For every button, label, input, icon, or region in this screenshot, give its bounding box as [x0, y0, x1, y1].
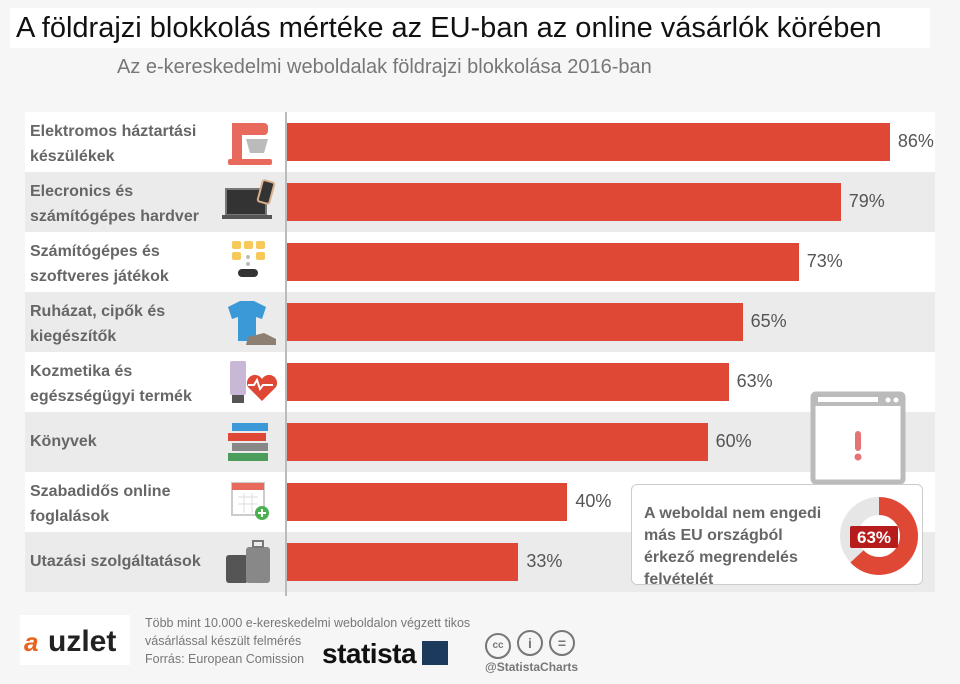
- callout-text: A weboldal nem engedi más EU országból é…: [644, 505, 822, 588]
- donut-chart: 63%: [840, 497, 918, 575]
- by-icon: i: [517, 630, 543, 656]
- bar: [287, 123, 890, 161]
- statista-logo: statista: [322, 638, 449, 670]
- bar: [287, 303, 743, 341]
- bar: [287, 543, 519, 581]
- gamepad-icon: [232, 241, 265, 277]
- bar: [287, 423, 708, 461]
- note-line-2: vásárlással készült felmérés: [145, 634, 302, 648]
- cc-icon: cc: [485, 633, 511, 659]
- value-label: 86%: [897, 131, 934, 151]
- value-label: 33%: [526, 551, 563, 571]
- nd-icon: =: [549, 630, 575, 656]
- statista-wordmark: statista: [322, 638, 417, 669]
- category-label: Elektromos háztartási készülékek: [30, 123, 197, 165]
- value-label: 79%: [848, 191, 885, 211]
- stand-mixer-icon: [228, 123, 272, 165]
- statista-handle: @StatistaCharts: [485, 660, 579, 674]
- category-label: Elecronics és számítógépes hardver: [30, 183, 199, 225]
- bar: [287, 363, 729, 401]
- shirt-shoe-icon: [228, 301, 276, 345]
- value-label: 73%: [806, 251, 843, 271]
- cosmetics-heart-icon: [230, 361, 278, 403]
- books-icon: [228, 423, 268, 461]
- luggage-icon: [226, 540, 270, 583]
- value-label: 65%: [750, 311, 787, 331]
- category-label: Számítógépes és szoftveres játékok: [30, 243, 169, 285]
- axis-line: [285, 112, 287, 596]
- category-label: Utazási szolgáltatások: [30, 553, 201, 570]
- donut-label: 63%: [857, 528, 891, 547]
- chart-title: A földrajzi blokkolás mértéke az EU-ban …: [10, 8, 930, 48]
- browser-warning-icon: [810, 391, 906, 485]
- note-line-1: Több mint 10.000 e-kereskedelmi weboldal…: [145, 616, 471, 630]
- category-label: Kozmetika és egészségügyi termék: [30, 363, 192, 405]
- calendar-add-icon: [231, 482, 269, 520]
- laptop-phone-icon: [222, 179, 276, 219]
- bar: [287, 243, 799, 281]
- value-label: 40%: [575, 491, 612, 511]
- callout-box: A weboldal nem engedi más EU országból é…: [631, 484, 923, 588]
- value-label: 60%: [715, 431, 752, 451]
- footer-note: Több mint 10.000 e-kereskedelmi weboldal…: [145, 614, 470, 668]
- value-label: 63%: [736, 371, 773, 391]
- license-icons: cc i =: [485, 630, 575, 659]
- category-label: Ruházat, cipők és kiegészítők: [30, 303, 166, 345]
- donut-arc: [840, 497, 918, 575]
- azuzlet-logo: a uzlet: [20, 615, 130, 665]
- category-label: Szabadidős online foglalások: [30, 483, 171, 525]
- bar: [287, 483, 568, 521]
- category-label: Könyvek: [30, 433, 97, 450]
- source: Forrás: European Comission: [145, 652, 305, 666]
- bar: [287, 183, 841, 221]
- chart-subtitle: Az e-kereskedelmi weboldalak földrajzi b…: [117, 56, 652, 78]
